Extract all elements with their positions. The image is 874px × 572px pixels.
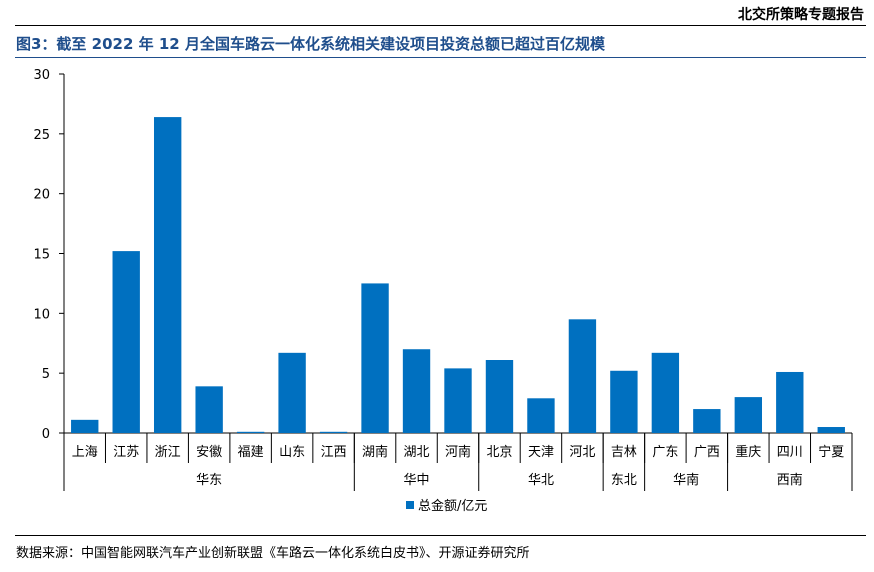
category-label: 宁夏: [818, 444, 844, 460]
category-label: 山东: [279, 445, 305, 460]
y-tick-label: 20: [33, 188, 50, 203]
bar: [485, 360, 514, 433]
bar: [444, 368, 472, 433]
group-label: 华北: [528, 473, 554, 488]
group-label: 西南: [777, 472, 803, 488]
bar: [195, 386, 223, 433]
group-label: 华中: [404, 473, 430, 488]
header-rule: [15, 25, 866, 26]
y-tick-label: 15: [33, 248, 50, 263]
category-label: 浙江: [155, 445, 181, 460]
bar: [776, 371, 804, 433]
bar: [527, 398, 555, 433]
category-label: 江苏: [113, 444, 139, 460]
bar: [610, 370, 638, 433]
bar-chart: 0 5 10 15 20 25 30 上海 江苏 浙江 安徽 福建 山东 江西 湖南 湖北 河南 北京 天津 河北 吉林…: [33, 68, 853, 514]
title-rule: [15, 57, 866, 58]
category-label: 上海: [72, 445, 98, 460]
bar: [651, 352, 680, 433]
figure-title: 图3：截至 2022 年 12 月全国车路云一体化系统相关建设项目投资总额已超过…: [16, 35, 605, 53]
bar: [153, 117, 182, 433]
bar: [817, 427, 845, 433]
category-label: 广西: [694, 445, 720, 460]
category-label: 湖南: [362, 444, 388, 460]
category-label: 吉林: [611, 445, 637, 460]
category-label: 重庆: [735, 444, 761, 460]
y-tick-label: 5: [42, 367, 50, 382]
group-label: 华东: [196, 473, 222, 488]
y-tick-label: 10: [33, 307, 50, 322]
bar: [693, 409, 721, 433]
bar: [319, 431, 348, 433]
category-label: 安徽: [196, 445, 222, 460]
y-tick-label: 25: [33, 128, 50, 143]
bar: [236, 431, 265, 433]
category-label: 福建: [238, 445, 264, 460]
category-label: 河北: [569, 445, 595, 460]
group-label: 东北: [611, 473, 637, 488]
group-label: 华南: [673, 472, 699, 488]
category-label: 湖北: [404, 445, 430, 460]
y-tick-label: 0: [42, 427, 50, 442]
category-label: 北京: [486, 445, 512, 460]
bar: [71, 419, 99, 433]
report-label: 北交所策略专题报告: [738, 7, 864, 23]
bar: [734, 397, 763, 433]
bar: [361, 283, 389, 433]
category-label: 河南: [445, 444, 471, 460]
category-label: 江西: [321, 445, 347, 460]
category-label: 广东: [652, 445, 678, 460]
y-tick-label: 30: [33, 68, 50, 83]
legend-swatch: [406, 501, 414, 509]
legend-label: 总金额/亿元: [418, 498, 487, 514]
bar: [112, 251, 140, 433]
category-label: 四川: [777, 445, 803, 460]
bar: [568, 319, 597, 433]
category-label: 天津: [528, 445, 554, 460]
source-rule: [15, 535, 866, 536]
bar: [402, 349, 431, 433]
bar: [278, 352, 306, 433]
source-note: 数据来源：中国智能网联汽车产业创新联盟《车路云一体化系统白皮书》、开源证券研究所: [16, 546, 530, 561]
